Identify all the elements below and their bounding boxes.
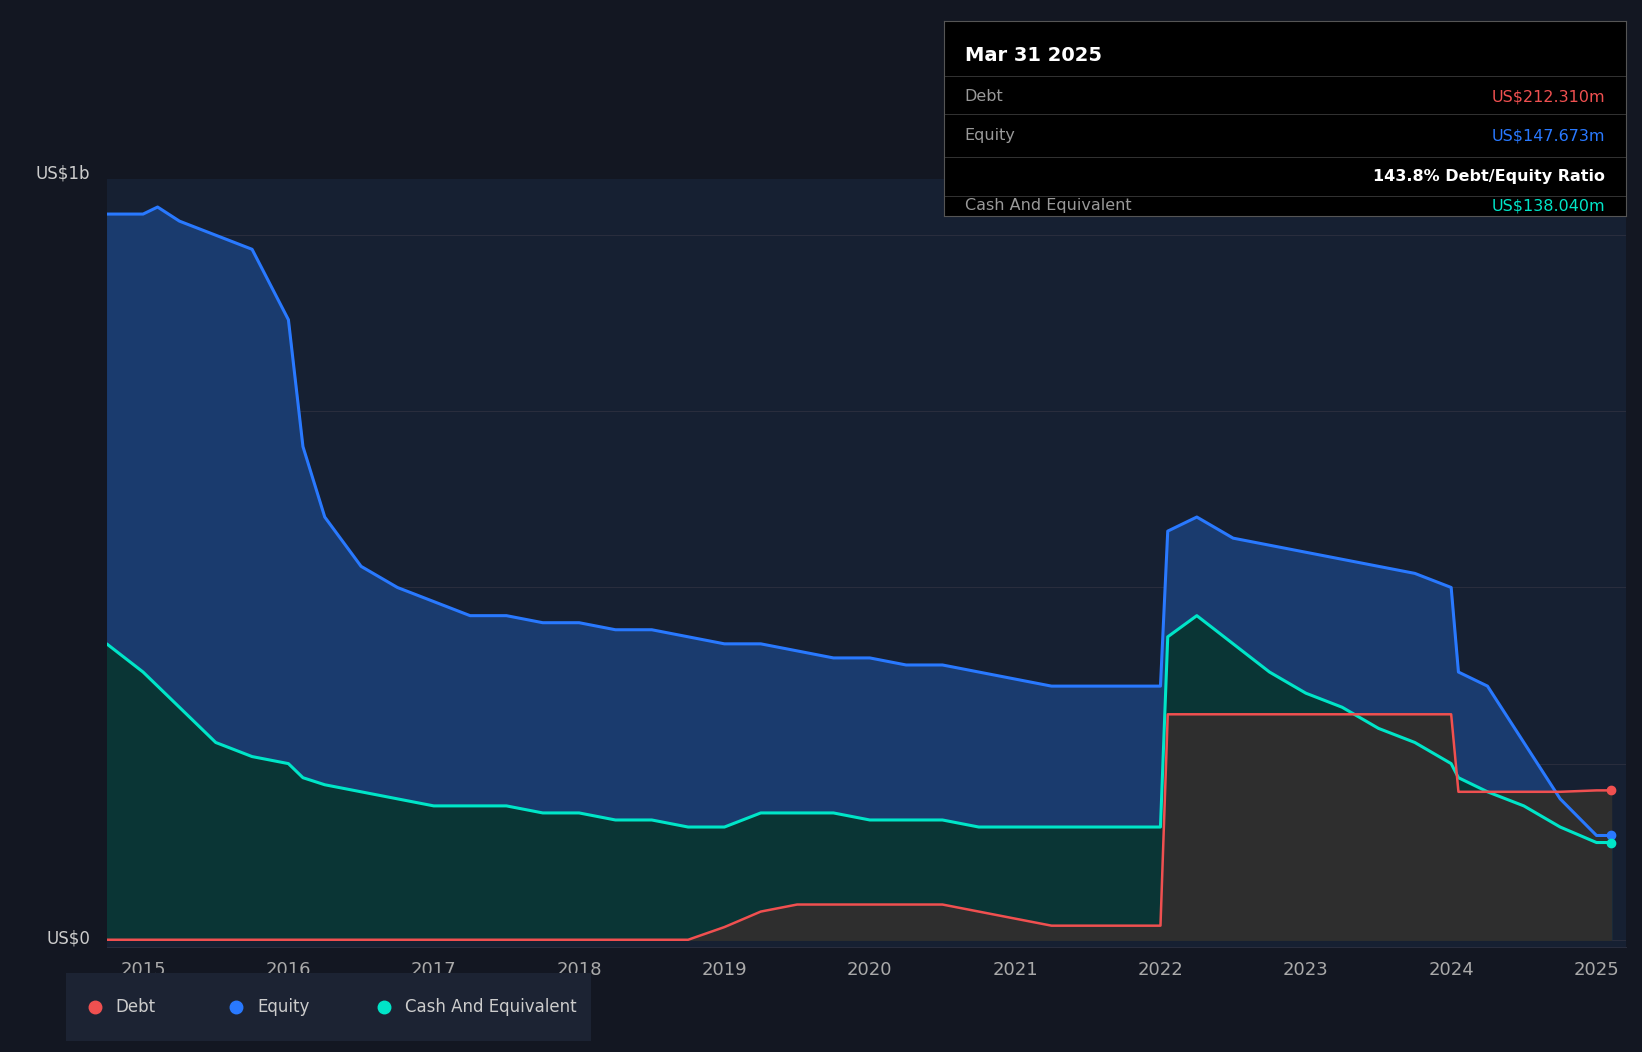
Text: Equity: Equity	[258, 998, 310, 1016]
Text: Equity: Equity	[964, 128, 1015, 143]
Text: US$0: US$0	[46, 929, 90, 948]
Text: US$1b: US$1b	[36, 164, 90, 183]
Text: US$147.673m: US$147.673m	[1491, 128, 1606, 143]
Text: Debt: Debt	[115, 998, 156, 1016]
Text: Cash And Equivalent: Cash And Equivalent	[404, 998, 576, 1016]
Text: 143.8% Debt/Equity Ratio: 143.8% Debt/Equity Ratio	[1373, 169, 1606, 184]
Text: US$138.040m: US$138.040m	[1491, 199, 1606, 214]
Text: Debt: Debt	[964, 89, 1003, 104]
Text: Mar 31 2025: Mar 31 2025	[964, 46, 1102, 65]
Text: US$212.310m: US$212.310m	[1491, 89, 1606, 104]
Text: Cash And Equivalent: Cash And Equivalent	[964, 199, 1131, 214]
